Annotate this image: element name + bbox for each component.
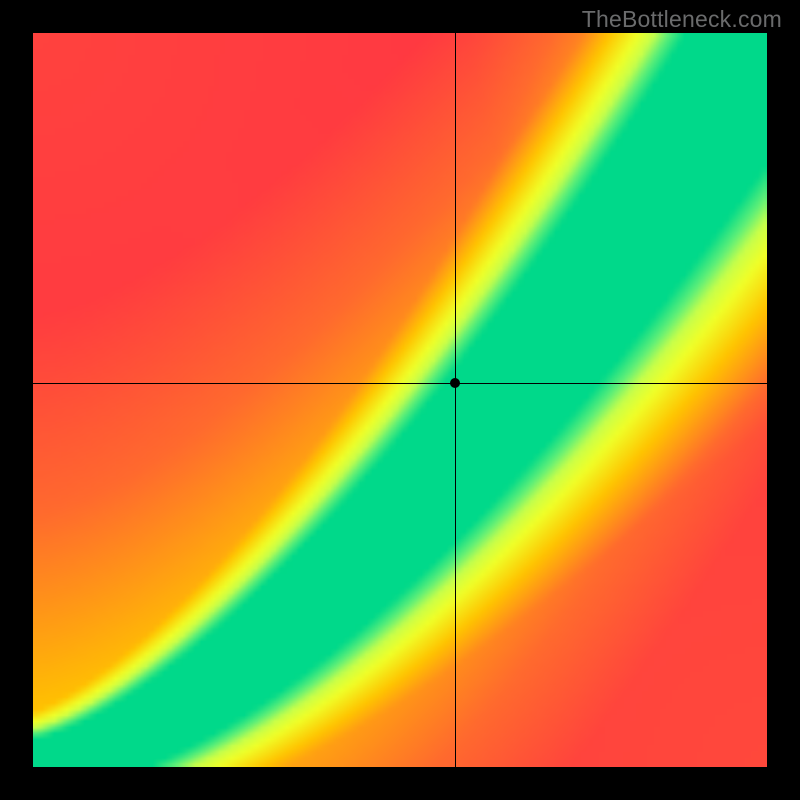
crosshair-vertical — [455, 33, 456, 767]
plot-frame — [33, 33, 767, 767]
heatmap-canvas — [33, 33, 767, 767]
crosshair-dot — [450, 378, 460, 388]
watermark-text: TheBottleneck.com — [582, 6, 782, 33]
crosshair-horizontal — [33, 383, 767, 384]
